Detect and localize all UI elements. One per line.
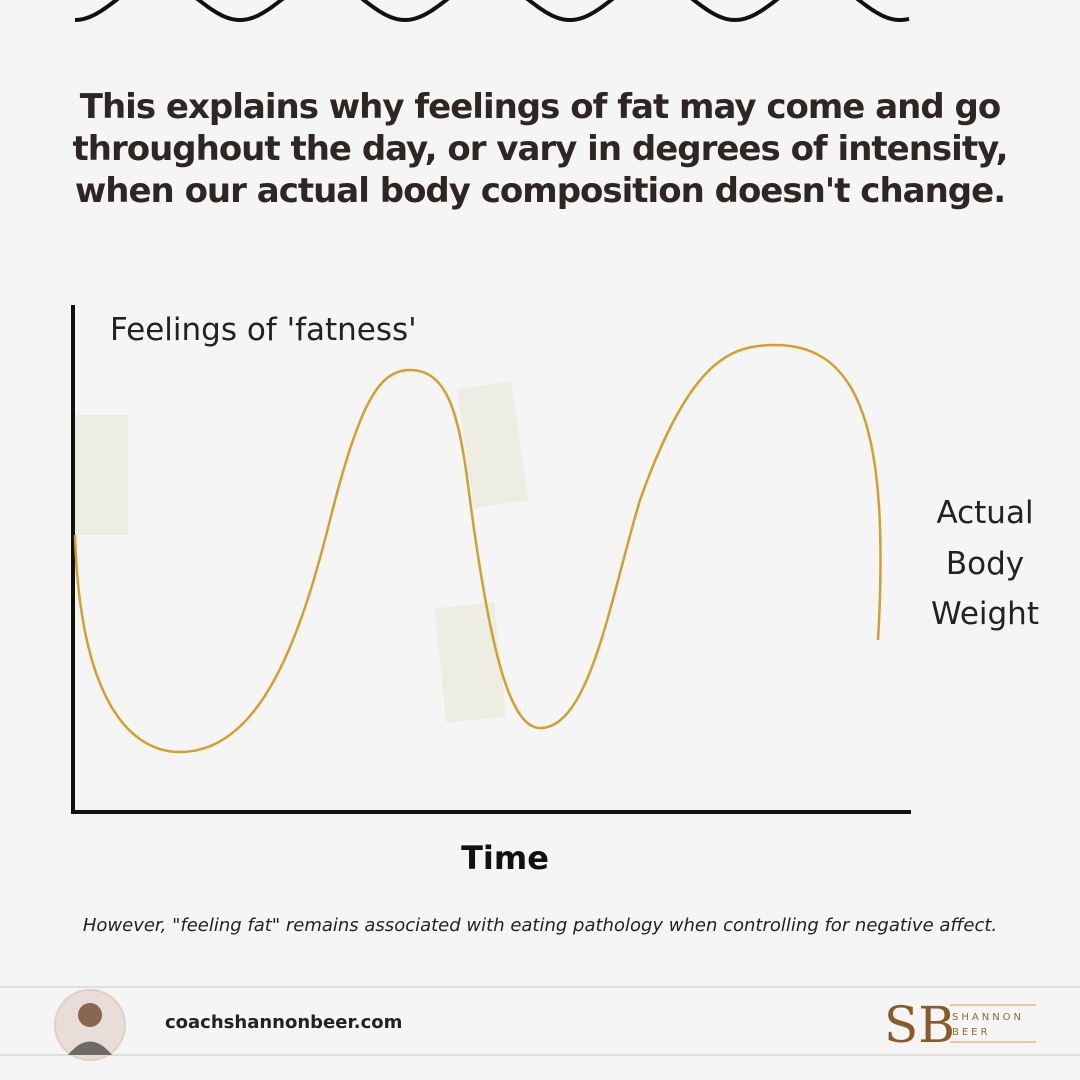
line-label: Actual [936,495,1033,531]
line-label: Body [946,546,1024,582]
decor [456,381,529,508]
x-axis-label: Time [461,839,549,877]
website[interactable]: coachshannonbeer.com [165,1012,402,1033]
title-line: This explains why feelings of fat may co… [80,87,1000,127]
logo-initials: SB [884,996,955,1054]
line-label: Weight [931,596,1039,632]
decor [434,602,507,723]
title-line: when our actual body composition doesn't… [75,171,1005,211]
avatar-face [78,1003,102,1027]
body-weight-line [74,0,910,23]
y-axis-label: Feelings of 'fatness' [110,312,417,348]
title-line: throughout the day, or vary in degrees o… [72,129,1007,169]
footnote: However, "feeling fat" remains associate… [83,915,997,936]
logo-name: BEER [952,1027,990,1038]
avatar-body [68,1041,112,1055]
logo-name: SHANNON [952,1012,1024,1023]
decor [75,415,128,535]
feelings-line [73,343,882,754]
